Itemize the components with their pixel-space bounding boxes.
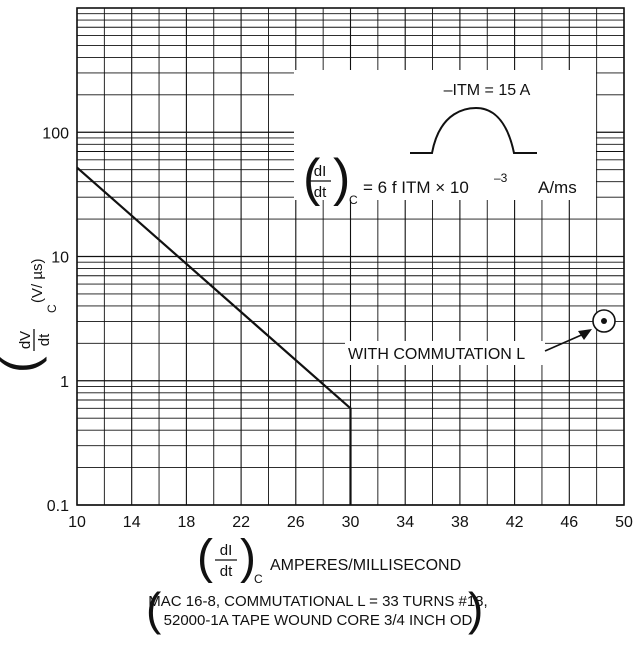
formula-lhs-num: dI — [314, 163, 327, 180]
x-tick-label: 26 — [287, 514, 305, 531]
y-label-num: dV — [17, 331, 34, 349]
x-tick-label: 10 — [68, 514, 86, 531]
footnote-paren-close: ) — [468, 583, 484, 635]
x-tick-label: 22 — [232, 514, 250, 531]
x-tick-label: 34 — [396, 514, 414, 531]
footnote-paren-open: ( — [146, 583, 162, 635]
x-tick-label: 18 — [178, 514, 196, 531]
y-tick-label: 0.1 — [47, 498, 69, 515]
plot-frame — [76, 7, 625, 506]
y-axis-label: ( dV dt C (V/ µs) — [0, 259, 59, 373]
x-label-den: dt — [220, 563, 233, 580]
x-label-paren-close: ) — [240, 531, 256, 584]
x-tick-label: 14 — [123, 514, 141, 531]
y-label-den: dt — [36, 333, 53, 346]
formula-paren-close: ) — [333, 149, 350, 207]
x-label-num: dI — [220, 542, 233, 559]
y-tick-label: 1 — [60, 374, 69, 391]
annotation-box — [294, 70, 596, 200]
formula-lhs-sub: C — [349, 193, 358, 207]
inductor-symbol-dot — [601, 318, 607, 324]
commutation-label: WITH COMMUTATION L — [348, 346, 525, 363]
formula-rhs: = 6 f ITM × 10 — [363, 178, 469, 197]
formula-unit: A/ms — [538, 178, 577, 197]
footnote-line-1: MAC 16-8, COMMUTATIONAL L = 33 TURNS #18… — [148, 593, 488, 610]
tick-labels: 10 14 18 22 26 30 34 38 42 46 50 0.1 1 10 100 — [42, 125, 633, 531]
x-tick-label: 46 — [560, 514, 578, 531]
series-line — [76, 166, 352, 505]
y-label-paren-open: ( — [0, 356, 47, 373]
formula-exponent: –3 — [494, 171, 508, 185]
commutation-label-bg — [345, 341, 545, 365]
x-label-paren-open: ( — [197, 531, 213, 584]
footnote: ( MAC 16-8, COMMUTATIONAL L = 33 TURNS #… — [0, 586, 636, 632]
footnote-line-2: 52000-1A TAPE WOUND CORE 3/4 INCH OD — [163, 612, 473, 629]
itm-label: –ITM = 15 A — [444, 82, 531, 99]
commutation-leader — [544, 332, 587, 352]
x-tick-label: 50 — [615, 514, 633, 531]
y-tick-label: 10 — [51, 250, 69, 267]
y-label-sub: C — [45, 304, 59, 313]
x-tick-label: 30 — [342, 514, 360, 531]
formula-lhs-den: dt — [314, 184, 327, 201]
x-tick-label: 38 — [451, 514, 469, 531]
x-label-text: AMPERES/MILLISECOND — [270, 557, 461, 574]
x-label-sub: C — [254, 572, 263, 586]
x-tick-label: 42 — [506, 514, 524, 531]
y-label-units: (V/ µs) — [29, 259, 46, 303]
formula-paren-open: ( — [303, 149, 321, 207]
pulse-waveform — [410, 106, 537, 154]
commutation-arrowhead — [578, 329, 592, 340]
x-axis-label: ( dI dt ) C AMPERES/MILLISECOND — [197, 531, 461, 586]
y-tick-label: 100 — [42, 125, 69, 142]
